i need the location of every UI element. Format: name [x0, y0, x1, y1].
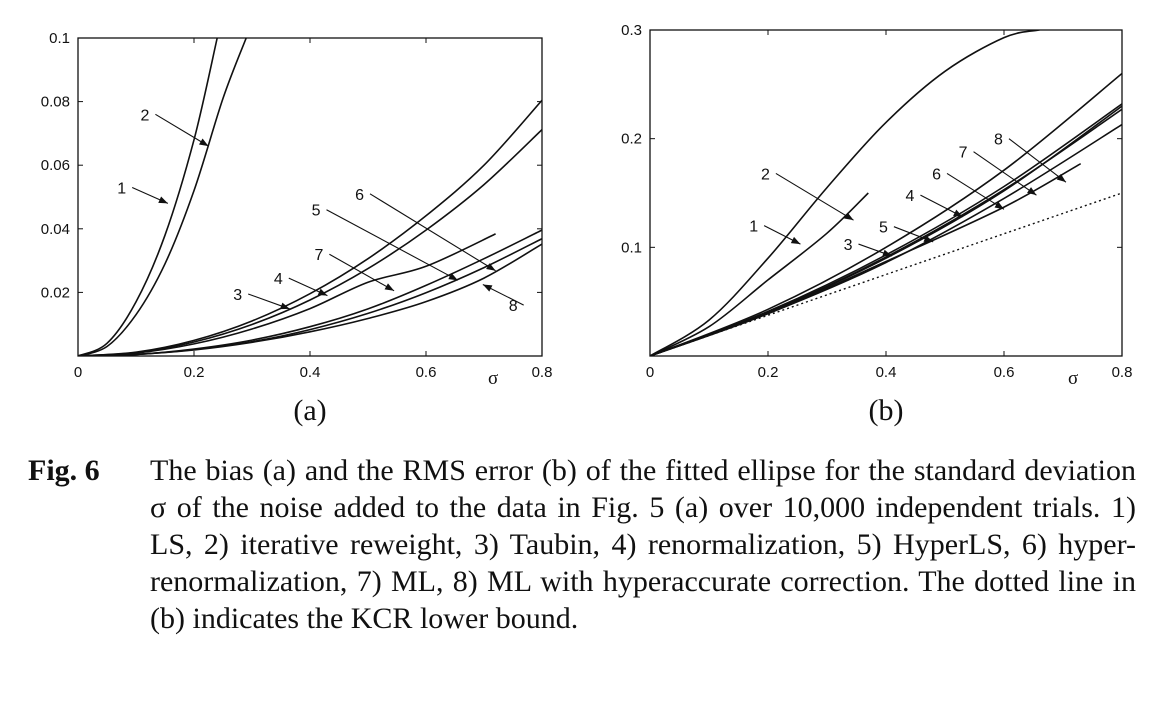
series-line-1: [650, 30, 1040, 356]
curve-label-3: 3: [844, 237, 853, 254]
x-tick-label: 0: [74, 364, 82, 381]
curve-pointer-2: [775, 172, 854, 221]
x-tick-label: 0.2: [758, 364, 779, 381]
y-tick-label: 0.2: [621, 131, 642, 148]
plot-frame: [649, 29, 1123, 357]
curve-pointer-arrowhead: [158, 196, 168, 204]
series-line-3: [650, 72, 1122, 356]
curve-label-7: 7: [959, 145, 968, 162]
x-axis-label: σ: [1068, 368, 1078, 389]
curve-pointer-arrowhead: [448, 272, 458, 281]
series-line-1: [78, 38, 218, 356]
series-line-4: [78, 129, 542, 356]
curve-pointer-arrowhead: [953, 209, 963, 217]
chart-panel-a: 0 0.2 0.4 0.6 0.8 0.02 0.04 0.06 0.08 0.1 1 2 3 4 5 6 7 8…: [41, 30, 553, 427]
panel-label: (a): [293, 394, 326, 427]
curve-label-5: 5: [312, 203, 321, 220]
curve-pointer-2: [155, 113, 209, 147]
y-tick-label: 0.06: [41, 157, 70, 174]
curve-pointer-8: [1008, 138, 1067, 183]
panel-label: (b): [869, 394, 904, 427]
y-tick-label: 0.04: [41, 221, 70, 238]
curve-label-8: 8: [994, 132, 1003, 149]
y-tick-label: 0.1: [621, 239, 642, 256]
x-tick-label: 0.6: [994, 364, 1015, 381]
x-tick-label: 0.4: [876, 364, 897, 381]
curve-pointer-arrowhead: [882, 249, 892, 257]
curve-pointer-arrowhead: [384, 283, 395, 291]
chart-panel-b: 0 0.2 0.4 0.6 0.8 0.1 0.2 0.3 1 2 3 4 5 6 7 8 σ (b): [621, 22, 1132, 427]
curve-pointer-arrowhead: [486, 263, 496, 271]
series-line-8: [78, 243, 542, 356]
curve-pointer-arrowhead: [844, 212, 854, 221]
x-tick-label: 0.6: [416, 364, 437, 381]
curve-label-3: 3: [233, 287, 242, 304]
curve-label-6: 6: [932, 166, 941, 183]
curve-pointer-5: [326, 209, 459, 281]
curve-label-1: 1: [749, 219, 758, 236]
y-tick-label: 0.08: [41, 94, 70, 111]
curve-label-1: 1: [117, 180, 126, 197]
series-line-8: [650, 163, 1082, 356]
curve-label-8: 8: [509, 298, 518, 315]
curve-label-4: 4: [274, 271, 283, 288]
x-tick-label: 0: [646, 364, 654, 381]
curve-label-4: 4: [906, 188, 915, 205]
curve-pointer-arrowhead: [280, 302, 290, 310]
series-line-3: [78, 99, 542, 356]
caption-text: The bias (a) and the RMS error (b) of th…: [150, 454, 1136, 635]
curve-pointer-arrowhead: [1027, 187, 1037, 196]
curve-pointer-arrowhead: [198, 138, 209, 147]
series-line-2: [650, 192, 869, 356]
figure-number: Fig. 6: [28, 454, 100, 487]
series-line-7: [78, 233, 496, 356]
curve-pointer-arrowhead: [923, 235, 934, 242]
y-tick-label: 0.3: [621, 22, 642, 39]
x-axis-label: σ: [488, 368, 498, 389]
x-tick-label: 0.8: [1112, 364, 1133, 381]
curve-pointer-7: [329, 253, 395, 292]
x-tick-label: 0.4: [300, 364, 321, 381]
curve-pointer-arrowhead: [482, 284, 493, 292]
curve-pointer-6: [369, 193, 496, 272]
curve-pointer-arrowhead: [1056, 173, 1066, 183]
curve-pointer-6: [946, 172, 1005, 210]
curve-label-2: 2: [761, 166, 770, 183]
curve-pointer-arrowhead: [317, 288, 328, 296]
curve-pointer-arrowhead: [790, 236, 801, 245]
curve-pointer-7: [973, 151, 1037, 196]
series-line-kcr: [650, 192, 1122, 356]
y-tick-label: 0.02: [41, 284, 70, 301]
x-tick-label: 0.2: [184, 364, 205, 381]
curve-label-2: 2: [140, 107, 149, 124]
curve-label-6: 6: [355, 187, 364, 204]
curve-pointer-arrowhead: [994, 201, 1004, 210]
figure-charts: 0 0.2 0.4 0.6 0.8 0.02 0.04 0.06 0.08 0.1 1 2 3 4 5 6 7 8…: [41, 22, 1133, 427]
x-tick-label: 0.8: [532, 364, 553, 381]
y-tick-label: 0.1: [49, 30, 70, 47]
series-line-2: [78, 38, 247, 356]
curve-label-5: 5: [879, 220, 888, 237]
curve-label-7: 7: [314, 247, 323, 264]
